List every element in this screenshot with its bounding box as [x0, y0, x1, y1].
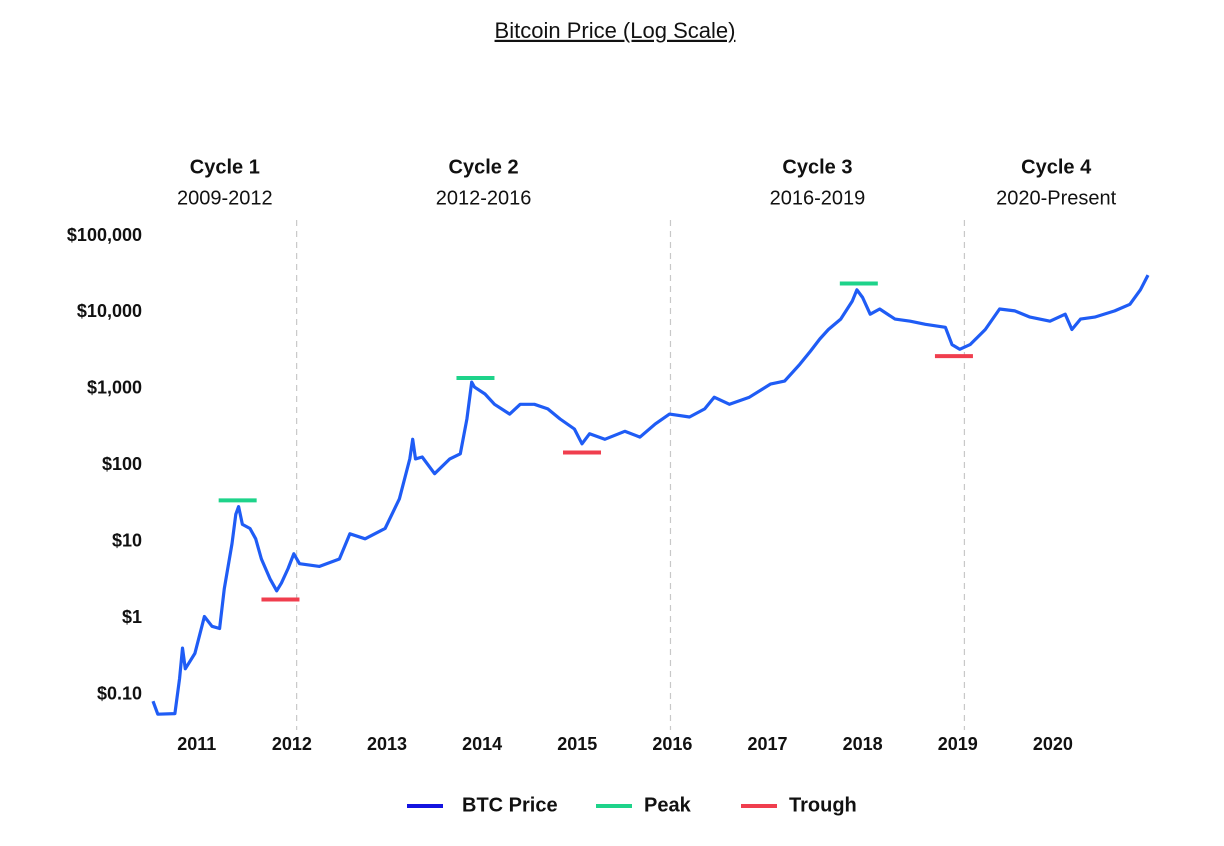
cycle-name: Cycle 2 — [449, 156, 519, 178]
legend-label: BTC Price — [462, 794, 558, 816]
cycle-name: Cycle 1 — [190, 156, 260, 178]
x-tick-label: 2013 — [367, 734, 407, 754]
y-tick-label: $1,000 — [87, 378, 142, 398]
x-tick-label: 2011 — [177, 734, 216, 754]
price-line — [151, 274, 1150, 716]
cycle-period: 2009-2012 — [177, 187, 273, 209]
x-tick-label: 2020 — [1033, 734, 1073, 754]
y-tick-label: $100 — [102, 454, 142, 474]
x-tick-label: 2012 — [272, 734, 312, 754]
x-tick-label: 2017 — [747, 734, 787, 754]
y-tick-label: $1 — [122, 607, 142, 627]
cycle-name: Cycle 3 — [782, 156, 852, 178]
legend-label: Trough — [789, 794, 857, 816]
cycle-name: Cycle 4 — [1021, 156, 1092, 178]
x-tick-label: 2015 — [557, 734, 597, 754]
y-tick-label: $10 — [112, 531, 142, 551]
legend-label: Peak — [644, 794, 692, 816]
cycle-period: 2020-Present — [996, 187, 1117, 209]
x-tick-label: 2014 — [462, 734, 502, 754]
cycle-period: 2016-2019 — [770, 187, 866, 209]
x-tick-label: 2018 — [843, 734, 883, 754]
cycle-period: 2012-2016 — [436, 187, 532, 209]
y-tick-label: $10,000 — [77, 301, 142, 321]
x-tick-label: 2019 — [938, 734, 978, 754]
y-tick-label: $100,000 — [67, 225, 142, 245]
x-tick-label: 2016 — [652, 734, 692, 754]
chart-title: Bitcoin Price (Log Scale) — [495, 18, 736, 43]
y-tick-label: $0.10 — [97, 684, 142, 704]
